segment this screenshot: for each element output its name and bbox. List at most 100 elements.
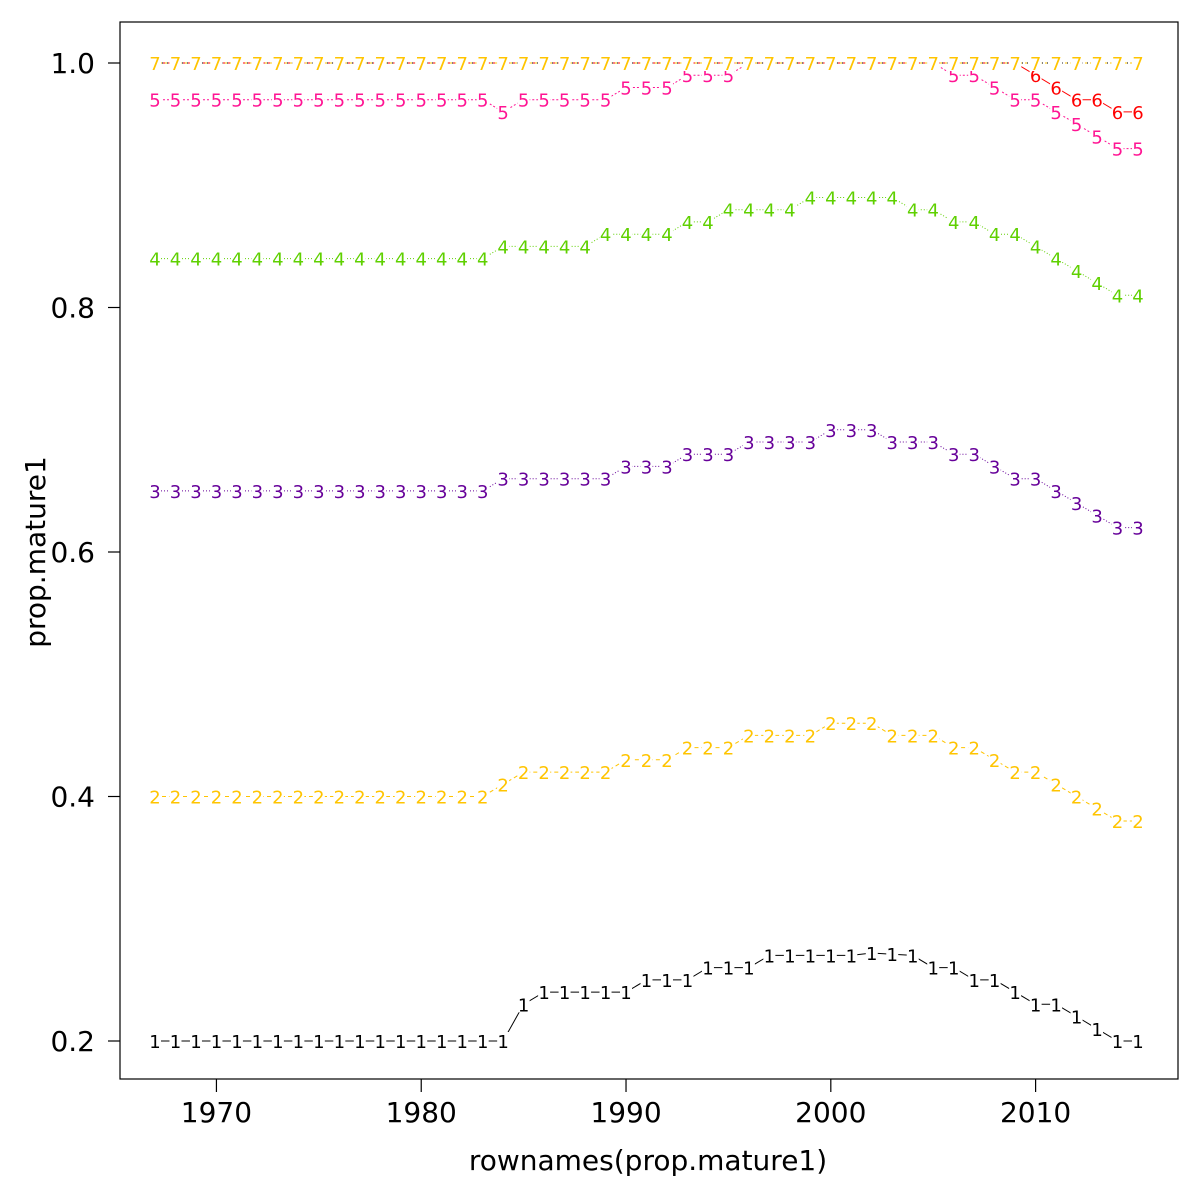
point-bg	[230, 481, 243, 499]
point-bg	[374, 1032, 387, 1049]
data-point: 6	[1050, 78, 1061, 99]
data-point: 7	[211, 54, 222, 75]
data-point: 1	[149, 1032, 160, 1053]
point-bg	[968, 212, 981, 230]
point-bg	[1132, 518, 1144, 536]
point-bg	[210, 1032, 223, 1049]
point-bg	[230, 249, 243, 267]
data-point: 3	[375, 482, 386, 503]
point-bg	[886, 726, 899, 744]
point-bg	[701, 212, 714, 230]
y-axis: 0.2 0.4 0.6 0.8 1.0	[50, 47, 120, 1058]
data-point: 4	[416, 250, 427, 271]
data-point: 1	[887, 945, 898, 966]
data-point: 2	[436, 788, 447, 809]
data-point: 7	[559, 54, 570, 75]
x-tick-label: 1980	[386, 1096, 457, 1129]
data-point: 5	[1071, 115, 1082, 136]
data-point: 4	[927, 201, 938, 222]
point-bg	[1132, 139, 1144, 157]
point-bg	[230, 787, 243, 805]
data-point: 7	[354, 54, 365, 75]
data-point: 2	[661, 751, 672, 772]
point-bg	[292, 90, 305, 108]
point-bg	[1029, 763, 1042, 781]
point-bg	[374, 54, 387, 71]
data-point: 5	[231, 91, 242, 112]
data-point: 2	[846, 714, 857, 735]
point-bg	[210, 481, 223, 499]
data-point: 5	[600, 91, 611, 112]
data-point: 2	[559, 763, 570, 784]
data-point: 5	[968, 66, 979, 87]
data-point: 1	[641, 971, 652, 992]
data-point: 4	[579, 237, 590, 258]
point-bg	[865, 943, 878, 961]
data-point: 4	[968, 213, 979, 234]
data-point: 7	[846, 54, 857, 75]
data-point: 7	[620, 54, 631, 75]
point-bg	[927, 200, 940, 218]
data-point: 7	[579, 54, 590, 75]
data-point: 3	[313, 482, 324, 503]
point-bg	[886, 54, 899, 71]
point-bg	[169, 1032, 182, 1049]
data-point: 4	[538, 237, 549, 258]
point-bg	[517, 90, 530, 108]
point-bg	[1070, 1007, 1083, 1025]
point-bg	[476, 249, 489, 267]
point-bg	[415, 1032, 428, 1049]
point-bg	[1009, 469, 1022, 487]
point-bg	[783, 200, 796, 218]
data-point: 1	[518, 995, 529, 1016]
point-bg	[538, 90, 551, 108]
point-bg	[312, 249, 325, 267]
point-bg	[149, 1032, 161, 1049]
point-bg	[517, 54, 530, 71]
data-point: 5	[1112, 140, 1123, 161]
data-point: 4	[293, 250, 304, 271]
point-bg	[640, 457, 653, 475]
point-bg	[906, 726, 919, 744]
data-point: 7	[641, 54, 652, 75]
point-bg	[1009, 225, 1022, 243]
data-point: 1	[805, 946, 816, 967]
point-bg	[783, 726, 796, 744]
point-bg	[886, 945, 899, 963]
data-point: 3	[641, 457, 652, 478]
point-bg	[660, 225, 673, 243]
data-point: 3	[497, 470, 508, 491]
point-bg	[456, 249, 469, 267]
data-point: 7	[989, 54, 1000, 75]
data-point: 4	[497, 237, 508, 258]
point-bg	[435, 54, 448, 71]
point-bg	[579, 54, 592, 71]
data-point: 3	[395, 482, 406, 503]
data-point: 7	[825, 54, 836, 75]
point-bg	[804, 946, 817, 964]
point-bg	[353, 90, 366, 108]
point-bg	[947, 445, 960, 463]
data-point: 5	[272, 91, 283, 112]
data-point: 1	[968, 971, 979, 992]
data-point: 7	[375, 54, 386, 75]
data-point: 2	[211, 788, 222, 809]
data-point: 7	[702, 54, 713, 75]
data-point: 3	[702, 445, 713, 466]
point-bg	[927, 432, 940, 450]
point-bg	[1111, 518, 1124, 536]
data-point: 7	[866, 54, 877, 75]
point-bg	[292, 1032, 305, 1049]
point-bg	[824, 188, 837, 206]
x-tick-label: 1970	[181, 1096, 252, 1129]
data-point: 5	[211, 91, 222, 112]
data-point: 7	[600, 54, 611, 75]
point-bg	[271, 54, 284, 71]
point-bg	[927, 54, 940, 71]
point-bg	[251, 787, 264, 805]
data-point: 7	[334, 54, 345, 75]
point-bg	[1132, 102, 1144, 120]
data-point: 3	[927, 433, 938, 454]
point-bg	[599, 225, 612, 243]
data-point: 5	[293, 91, 304, 112]
